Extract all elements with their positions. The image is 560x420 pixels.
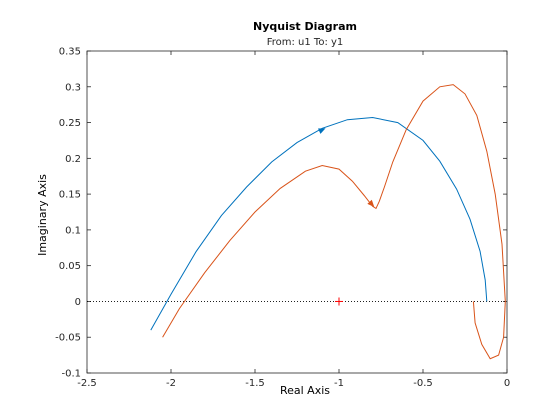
y-tick-label: 0.25 bbox=[59, 118, 81, 129]
y-tick-label: 0.3 bbox=[65, 82, 81, 93]
y-tick-label: 0.1 bbox=[65, 225, 81, 236]
x-tick-label: -0.5 bbox=[413, 378, 433, 389]
x-tick-label: -2 bbox=[166, 378, 176, 389]
x-tick-label: -2.5 bbox=[77, 378, 97, 389]
x-tick-label: 0 bbox=[504, 378, 510, 389]
direction-arrow-2 bbox=[367, 199, 375, 207]
y-tick-label: 0.15 bbox=[59, 190, 81, 201]
y-tick-label: -0.05 bbox=[55, 333, 81, 344]
series-line-2 bbox=[162, 84, 506, 360]
plot-area: -2.5 -2 -1.5 -1 -0.5 0 -0.1 -0.05 0 0.05 0.1 0.15 0.… bbox=[55, 47, 510, 390]
y-tick-label: 0.2 bbox=[65, 154, 81, 165]
y-tick-label: 0 bbox=[75, 297, 81, 308]
x-tick-label: -1 bbox=[334, 378, 344, 389]
y-tick-label: 0.35 bbox=[59, 47, 81, 58]
y-tick-label: 0.05 bbox=[59, 261, 81, 272]
y-tick-label: -0.1 bbox=[61, 369, 81, 380]
x-tick-label: -1.5 bbox=[245, 378, 265, 389]
y-axis-label: Imaginary Axis bbox=[36, 174, 49, 256]
direction-arrow-1 bbox=[317, 128, 326, 134]
chart-title: Nyquist Diagram bbox=[253, 20, 357, 33]
chart-subtitle: From: u1 To: y1 bbox=[267, 37, 344, 48]
axes-box bbox=[86, 50, 508, 374]
series-line-1 bbox=[150, 116, 488, 331]
x-axis-label: Real Axis bbox=[280, 384, 330, 397]
